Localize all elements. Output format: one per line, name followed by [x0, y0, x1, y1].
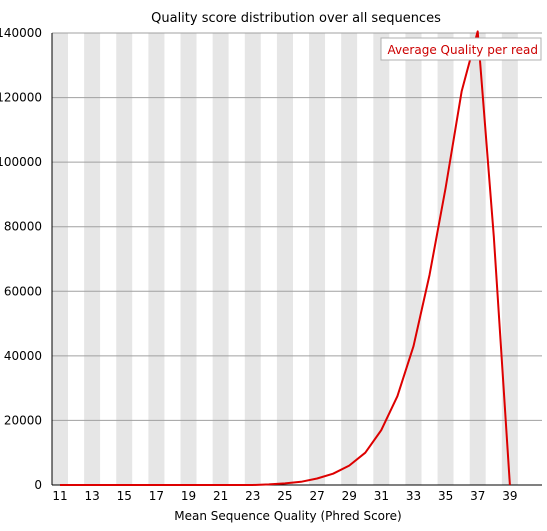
- series-lines: [60, 30, 511, 486]
- x-tick-label: 13: [85, 489, 100, 503]
- y-tick-label: 20000: [4, 413, 42, 427]
- x-tick-label: 39: [502, 489, 517, 503]
- stripe-37: [469, 33, 486, 485]
- y-tick-label: 120000: [0, 91, 42, 105]
- stripe-22: [228, 33, 245, 485]
- stripe-26: [292, 33, 310, 485]
- stripe-21: [212, 33, 229, 485]
- stripe-38: [485, 33, 502, 485]
- stripe-35: [437, 33, 454, 485]
- x-tick-label: 29: [342, 489, 357, 503]
- y-tick-label: 140000: [0, 26, 42, 40]
- stripe-23: [244, 33, 261, 485]
- stripe-33: [405, 33, 422, 485]
- chart-title: Quality score distribution over all sequ…: [151, 11, 441, 26]
- legend-label: Average Quality per read: [387, 43, 538, 57]
- stripe-39: [501, 33, 518, 485]
- legend-box: [380, 37, 542, 61]
- stripe-31: [373, 33, 390, 485]
- x-tick-label: 23: [245, 489, 260, 503]
- stripe-29: [341, 33, 358, 485]
- stripe-14: [100, 33, 117, 485]
- x-tick-label: 11: [52, 489, 67, 503]
- stripe-16: [132, 33, 149, 485]
- legend: Average Quality per read: [380, 37, 542, 61]
- stripe-19: [180, 33, 197, 485]
- stripe-25: [276, 33, 293, 485]
- x-tick-label: 17: [149, 489, 164, 503]
- x-tick-label: 37: [470, 489, 485, 503]
- stripe-40: [517, 33, 534, 485]
- stripe-13: [84, 33, 101, 485]
- y-tick-label: 80000: [4, 220, 42, 234]
- x-tick-label: 15: [117, 489, 132, 503]
- stripe-11: [52, 33, 69, 485]
- x-tick-label: 21: [213, 489, 228, 503]
- stripe-27: [309, 33, 326, 485]
- y-tick-labels: 0 20000 40000 60000 80000 100000 120000 140000: [0, 26, 42, 492]
- y-tick-label: 60000: [4, 284, 42, 298]
- stripe-18: [164, 33, 181, 485]
- stripe-32: [389, 33, 406, 485]
- x-tick-label: 27: [309, 489, 324, 503]
- plot-stripes: [52, 33, 534, 485]
- stripe-36: [453, 33, 470, 485]
- stripe-17: [148, 33, 165, 485]
- stripe-15: [116, 33, 133, 485]
- stripe-34: [421, 33, 438, 485]
- x-tick-label: 31: [374, 489, 389, 503]
- x-tick-label: 33: [406, 489, 421, 503]
- x-tick-label: 35: [438, 489, 453, 503]
- stripe-28: [325, 33, 342, 485]
- stripe-20: [196, 33, 213, 485]
- stripe-12: [68, 33, 85, 485]
- stripe-30: [357, 33, 374, 485]
- x-tick-labels: 11 13 15 17 19 21 23 25 27 29 31 33 35 37 39: [52, 489, 517, 503]
- stripe-24: [260, 33, 277, 485]
- x-axis-label: Mean Sequence Quality (Phred Score): [174, 509, 402, 523]
- x-tick-label: 19: [181, 489, 196, 503]
- y-tick-label: 0: [34, 478, 42, 492]
- y-tick-label: 100000: [0, 155, 42, 169]
- series-line-0: [60, 30, 511, 486]
- x-tick-label: 25: [277, 489, 292, 503]
- y-tick-label: 40000: [4, 349, 42, 363]
